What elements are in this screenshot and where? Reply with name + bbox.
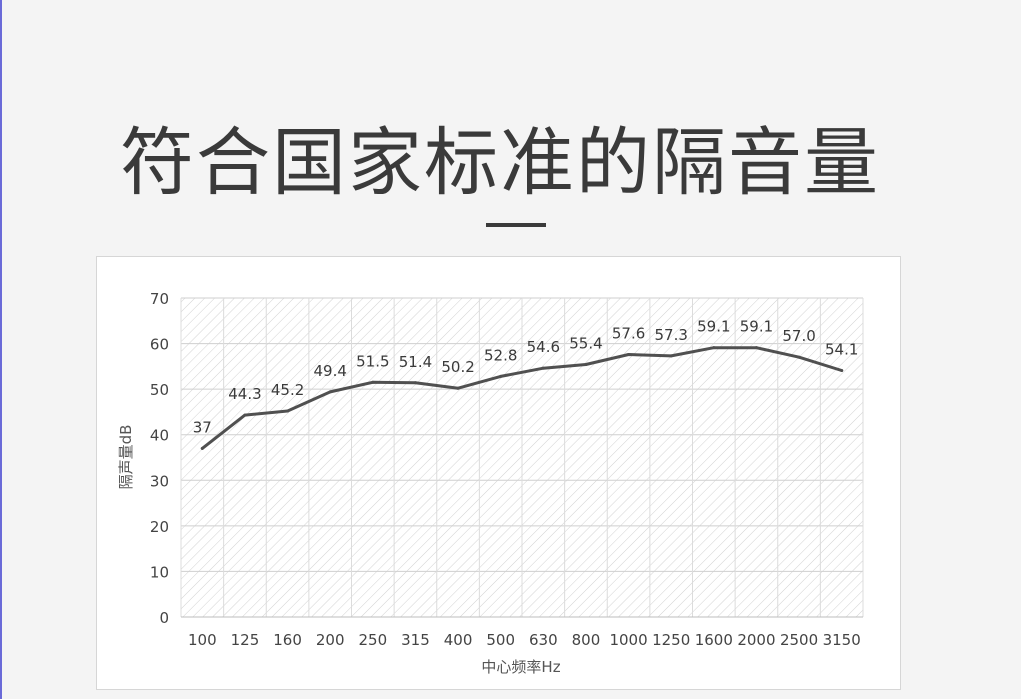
- data-point: [584, 363, 588, 367]
- data-point: [286, 409, 290, 413]
- x-tick-label: 315: [401, 631, 430, 649]
- data-series: [200, 346, 844, 450]
- x-tick-label: 160: [273, 631, 302, 649]
- series-line: [200, 346, 844, 450]
- x-tick-label: 630: [529, 631, 558, 649]
- x-tick-label: 400: [444, 631, 473, 649]
- x-axis-title: 中心频率Hz: [481, 658, 560, 676]
- data-point: [840, 368, 844, 372]
- y-axis-title: 隔声量dB: [117, 425, 135, 490]
- x-tick-label: 250: [358, 631, 387, 649]
- data-label: 44.3: [228, 385, 261, 403]
- x-tick-label: 1000: [609, 631, 647, 649]
- headline-divider: [486, 223, 546, 227]
- data-label: 37: [193, 418, 212, 436]
- y-tick-label: 10: [150, 563, 169, 581]
- data-label: 49.4: [313, 362, 346, 380]
- x-tick-label: 125: [231, 631, 260, 649]
- data-point: [328, 390, 332, 394]
- chart-panel: 0 10 20 30 40 50 60 70 100 125 160 200 250 315 400 500…: [96, 256, 901, 690]
- data-point: [456, 386, 460, 390]
- page-headline: 符合国家标准的隔音量: [120, 120, 880, 206]
- y-tick-label: 70: [150, 290, 169, 308]
- data-label: 59.1: [697, 318, 730, 336]
- data-point: [541, 366, 545, 370]
- data-point: [797, 355, 801, 359]
- y-tick-label: 20: [150, 518, 169, 536]
- x-tick-label: 500: [486, 631, 515, 649]
- data-label: 57.0: [782, 327, 815, 345]
- y-tick-label: 50: [150, 381, 169, 399]
- data-label: 51.4: [399, 353, 432, 371]
- data-point: [627, 353, 631, 357]
- y-tick-label: 0: [159, 609, 169, 627]
- x-axis-tick-labels: 100 125 160 200 250 315 400 500 630 800 1000 1250 16…: [188, 631, 861, 649]
- x-tick-label: 1250: [652, 631, 690, 649]
- data-point: [371, 380, 375, 384]
- data-point: [499, 374, 503, 378]
- data-label: 55.4: [569, 335, 602, 353]
- data-label: 51.5: [356, 352, 389, 370]
- data-point: [669, 354, 673, 358]
- data-point: [413, 381, 417, 385]
- data-label: 52.8: [484, 346, 517, 364]
- data-label: 57.6: [612, 325, 645, 343]
- y-tick-label: 40: [150, 427, 169, 445]
- data-point: [243, 413, 247, 417]
- x-tick-label: 2500: [780, 631, 818, 649]
- data-point: [200, 446, 204, 450]
- data-point: [754, 346, 758, 350]
- data-label: 50.2: [441, 358, 474, 376]
- x-tick-label: 1600: [695, 631, 733, 649]
- data-label: 59.1: [740, 318, 773, 336]
- x-tick-label: 3150: [823, 631, 861, 649]
- sound-insulation-line-chart: 0 10 20 30 40 50 60 70 100 125 160 200 250 315 400 500…: [117, 290, 864, 676]
- data-point: [712, 346, 716, 350]
- data-label: 54.1: [825, 340, 858, 358]
- x-tick-label: 200: [316, 631, 345, 649]
- window-left-edge: [0, 0, 2, 699]
- data-label: 45.2: [271, 381, 304, 399]
- data-label: 54.6: [527, 338, 560, 356]
- x-tick-label: 2000: [737, 631, 775, 649]
- data-label: 57.3: [654, 326, 687, 344]
- y-tick-label: 30: [150, 472, 169, 490]
- data-labels: 37 44.3 45.2 49.4 51.5 51.4 50.2 52.8 54.6 55.4 57…: [193, 318, 859, 437]
- x-tick-label: 100: [188, 631, 217, 649]
- y-tick-label: 60: [150, 336, 169, 354]
- grid-lines: [180, 297, 864, 618]
- x-tick-label: 800: [572, 631, 601, 649]
- y-axis-tick-labels: 0 10 20 30 40 50 60 70: [150, 290, 169, 627]
